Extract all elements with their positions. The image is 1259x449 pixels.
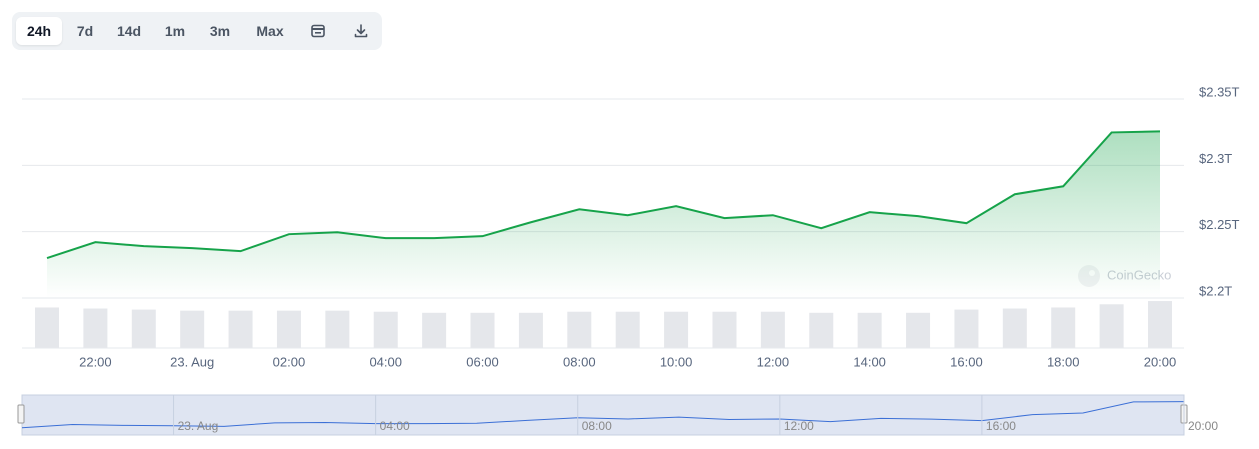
volume-bar	[664, 311, 689, 348]
volume-bar	[180, 310, 205, 348]
volume-bar	[83, 308, 108, 348]
y-tick-label: $2.35T	[1199, 84, 1240, 99]
volume-bar	[615, 311, 640, 348]
x-tick-label: 08:00	[563, 354, 596, 369]
volume-bar	[35, 307, 59, 348]
volume-bar	[760, 311, 785, 348]
volume-bar	[1099, 304, 1124, 348]
volume-bar	[373, 311, 398, 348]
x-tick-label: 20:00	[1144, 354, 1177, 369]
navigator-label: 08:00	[582, 419, 612, 433]
volume-bar	[1051, 307, 1076, 348]
area	[47, 131, 1160, 298]
volume-bar	[228, 310, 253, 348]
range-button[interactable]: 24h	[16, 17, 62, 45]
volume-bar	[422, 312, 447, 348]
range-button[interactable]: Max	[256, 23, 284, 39]
navigator-label: 20:00	[1188, 419, 1218, 433]
x-tick-label: 06:00	[466, 354, 499, 369]
x-tick-label: 18:00	[1047, 354, 1080, 369]
volume-bar	[276, 310, 301, 348]
calendar-icon[interactable]	[309, 22, 327, 40]
volume-bar	[809, 312, 834, 348]
navigator-label: 12:00	[784, 419, 814, 433]
range-button[interactable]: 1m	[164, 23, 186, 39]
download-icon[interactable]	[352, 22, 370, 40]
x-tick-label: 02:00	[273, 354, 306, 369]
volume-bar	[906, 312, 931, 348]
x-tick-label: 12:00	[757, 354, 790, 369]
navigator-line	[21, 401, 1185, 429]
volume-bar	[1148, 301, 1172, 348]
navigator-handle[interactable]	[17, 404, 25, 424]
navigator-label: 23. Aug	[178, 419, 219, 433]
navigator-background	[22, 395, 1184, 435]
volume-bar	[131, 309, 156, 348]
x-tick-label: 23. Aug	[170, 354, 214, 369]
volume-bar	[857, 312, 882, 348]
volume-bar	[567, 311, 592, 348]
volume-bar	[325, 310, 350, 348]
line	[46, 130, 1161, 260]
x-tick-label: 10:00	[660, 354, 693, 369]
y-tick-label: $2.25T	[1199, 217, 1240, 232]
y-tick-label: $2.2T	[1199, 283, 1232, 298]
y-tick-label: $2.3T	[1199, 151, 1232, 166]
x-tick-label: 14:00	[853, 354, 886, 369]
range-button[interactable]: 14d	[116, 23, 142, 39]
range-button[interactable]: 7d	[76, 23, 94, 39]
range-toolbar: Max 3m 1m 14d 7d 24h	[12, 12, 382, 50]
navigator-label: 16:00	[986, 419, 1016, 433]
volume-bar	[470, 312, 495, 348]
volume-bar	[518, 312, 543, 348]
x-tick-label: 16:00	[950, 354, 983, 369]
x-tick-label: 04:00	[369, 354, 402, 369]
volume-bar	[712, 311, 737, 348]
volume-bar	[954, 309, 979, 348]
range-button[interactable]: 3m	[209, 23, 231, 39]
volume-bar	[1002, 308, 1027, 348]
navigator-label: 04:00	[380, 419, 410, 433]
x-tick-label: 22:00	[79, 354, 112, 369]
